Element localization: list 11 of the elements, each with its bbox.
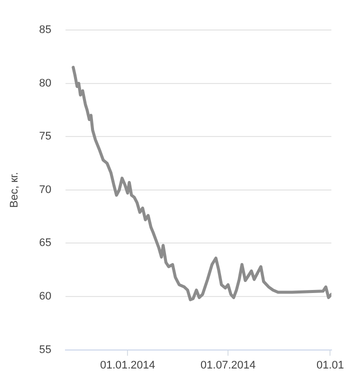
x-tick-label: 01.01.2014 [100, 359, 156, 372]
y-axis-title: Вес, кг. [8, 172, 21, 208]
x-tick-label: 01.01 [316, 359, 344, 372]
y-tick-label: 70 [39, 184, 52, 196]
y-tick-label: 85 [39, 24, 52, 36]
y-tick-label: 80 [39, 77, 52, 90]
y-tick-label: 55 [39, 344, 52, 356]
y-tick-label: 60 [39, 290, 52, 303]
x-tick-label: 01.07.2014 [200, 359, 256, 372]
y-tick-label: 75 [39, 130, 52, 143]
y-tick-label: 65 [39, 237, 52, 250]
